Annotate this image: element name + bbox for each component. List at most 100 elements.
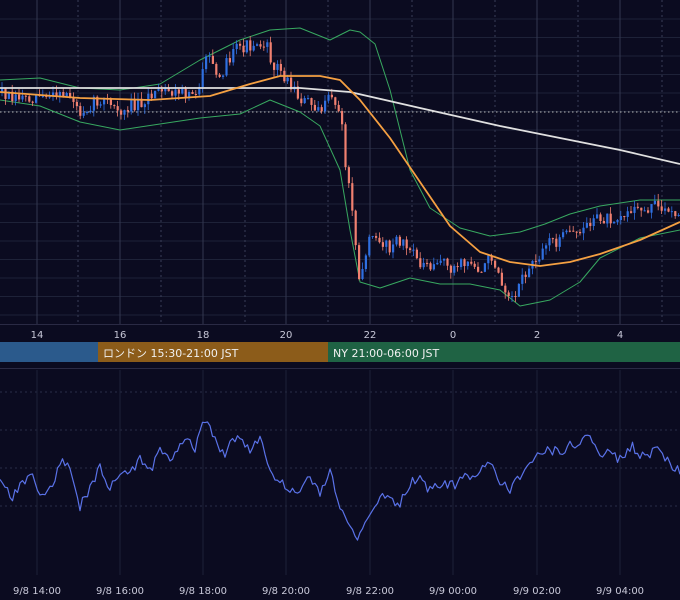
price-x-tick-label: 4 — [617, 330, 623, 341]
candle-body — [555, 238, 558, 247]
oscillator-x-tick-label: 9/8 14:00 — [13, 586, 61, 597]
candle-body — [317, 107, 320, 111]
session-ny-label: NY 21:00-06:00 JST — [333, 347, 440, 360]
candle-body — [643, 210, 646, 212]
candle-body — [273, 62, 276, 70]
candle-body — [490, 255, 493, 261]
candle-body — [269, 42, 272, 63]
candle-body — [215, 63, 218, 75]
candle-body — [82, 112, 85, 116]
candle-body — [89, 110, 92, 113]
candle-body — [558, 237, 561, 247]
candle-body — [534, 260, 537, 262]
candle-body — [385, 240, 388, 247]
candle-body — [303, 98, 306, 104]
session-london-label: ロンドン 15:30-21:00 JST — [103, 347, 239, 360]
candle-body — [262, 46, 265, 48]
candle-body — [337, 104, 340, 112]
candle-body — [545, 245, 548, 249]
candle-body — [7, 91, 10, 99]
candle-body — [28, 96, 31, 102]
candle-body — [307, 98, 310, 100]
candle-body — [511, 296, 514, 298]
candle-body — [167, 87, 170, 92]
candle-body — [405, 239, 408, 249]
candle-body — [249, 40, 252, 51]
candle-body — [375, 236, 378, 238]
candle-body — [609, 213, 612, 224]
candle-body — [429, 263, 432, 270]
candle-body — [572, 230, 575, 232]
candle-body — [113, 105, 116, 107]
candle-body — [473, 263, 476, 267]
candle-body — [245, 40, 248, 53]
candle-body — [290, 77, 293, 90]
bollinger-band-line — [0, 27, 680, 237]
vertical-time-gridlines — [36, 0, 663, 324]
candle-body — [242, 45, 245, 53]
candle-body — [225, 58, 228, 76]
candle-body — [371, 236, 374, 238]
candle-body — [514, 296, 517, 298]
candle-body — [171, 91, 174, 96]
price-x-tick-label: 16 — [114, 330, 127, 341]
candle-body — [409, 248, 412, 250]
oscillator-line — [0, 421, 680, 541]
candle-body — [347, 167, 350, 184]
candle-body — [140, 98, 143, 108]
candle-body — [14, 94, 17, 102]
candle-body — [157, 89, 160, 91]
candle-body — [103, 98, 106, 105]
candle-body — [483, 263, 486, 272]
candle-body — [296, 86, 299, 99]
candle-body — [368, 236, 371, 256]
candle-body — [208, 55, 211, 57]
candle-body — [334, 97, 337, 105]
candle-body — [341, 111, 344, 125]
candle-body — [470, 261, 473, 264]
candle-body — [562, 232, 565, 238]
candle-body — [636, 206, 639, 208]
candle-body — [310, 98, 313, 105]
candle-body — [664, 208, 667, 211]
candle-body — [256, 44, 259, 46]
candle-body — [415, 249, 418, 259]
oscillator-x-tick-label: 9/8 20:00 — [262, 586, 310, 597]
candle-body — [126, 110, 129, 112]
candle-body — [320, 107, 323, 112]
candle-body — [487, 255, 490, 264]
candle-body — [500, 272, 503, 286]
candle-body — [524, 274, 527, 277]
candle-body — [181, 88, 184, 94]
oscillator-x-tick-label: 9/9 00:00 — [429, 586, 477, 597]
candle-body — [354, 210, 357, 246]
oscillator-x-tick-label: 9/8 18:00 — [179, 586, 227, 597]
candle-body — [599, 214, 602, 222]
candle-body — [640, 207, 643, 211]
price-x-tick-label: 20 — [280, 330, 293, 341]
candle-body — [392, 244, 395, 253]
candle-body — [24, 95, 27, 97]
candle-body — [670, 211, 673, 213]
candle-body — [456, 266, 459, 268]
candle-body — [630, 211, 633, 213]
candle-body — [623, 216, 626, 218]
long-moving-average-line — [0, 87, 680, 165]
session-ny-bar — [328, 342, 680, 362]
candle-body — [143, 104, 146, 108]
candle-body — [528, 268, 531, 277]
candle-body — [647, 210, 650, 213]
candle-body — [480, 271, 483, 273]
candle-body — [1, 88, 4, 92]
oscillator-series-line — [0, 421, 680, 541]
candle-body — [35, 94, 38, 103]
candle-body — [575, 231, 578, 233]
session-tokyo-bar — [0, 342, 98, 362]
candle-body — [613, 221, 616, 224]
candle-body — [164, 87, 167, 92]
candle-body — [589, 222, 592, 227]
candle-body — [395, 236, 398, 245]
candle-body — [327, 94, 330, 101]
candle-body — [184, 88, 187, 99]
